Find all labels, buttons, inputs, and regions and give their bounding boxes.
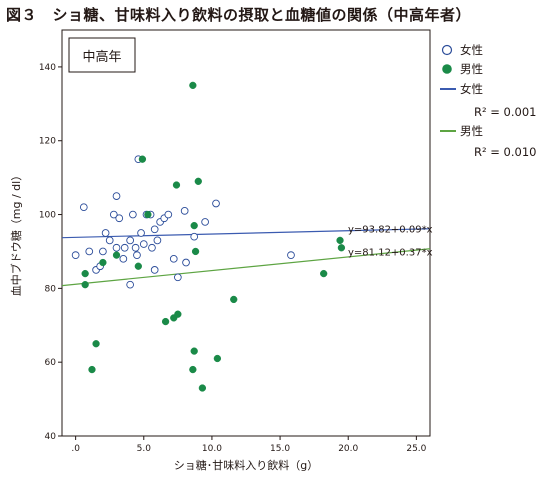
x-axis-label: ショ糖･甘味料入り飲料（g）: [174, 458, 318, 472]
female-point: [133, 251, 141, 259]
legend-marker-male: [442, 64, 452, 74]
legend-r2-male: R² = 0.010: [474, 145, 536, 159]
y-tick-label: 140: [39, 63, 56, 73]
female-point: [150, 225, 159, 234]
female-point: [148, 243, 156, 252]
fit-equation-male: y=81.12+0.37*x: [348, 248, 433, 259]
female-point: [112, 243, 121, 252]
female-point: [190, 232, 199, 241]
male-point: [81, 269, 89, 278]
male-point: [336, 236, 344, 245]
male-point: [190, 221, 198, 230]
group-label: 中高年: [82, 49, 121, 65]
female-point: [182, 258, 190, 267]
female-point: [112, 192, 121, 200]
legend-fit-label-male: 男性: [460, 124, 483, 138]
male-point: [161, 317, 170, 326]
y-tick-label: 40: [45, 432, 57, 442]
legend-marker-female: [441, 44, 453, 56]
female-point: [169, 254, 178, 263]
female-point: [79, 203, 88, 212]
male-point: [194, 177, 202, 185]
female-point: [101, 229, 110, 237]
female-point: [109, 210, 118, 219]
female-point: [71, 251, 80, 259]
female-point: [164, 210, 173, 219]
female-point: [212, 199, 220, 208]
male-point: [191, 247, 200, 256]
male-point: [189, 365, 197, 374]
female-point: [85, 247, 94, 256]
y-axis-label: 血中ブドウ糖（mg / dl）: [9, 170, 23, 296]
legend-label-male: 男性: [460, 62, 483, 76]
female-point: [126, 236, 134, 245]
y-tick-label: 100: [39, 211, 56, 221]
male-point: [198, 384, 207, 392]
female-point: [119, 254, 128, 263]
male-point: [99, 258, 107, 267]
fit-line-male: [61, 248, 431, 287]
female-point: [201, 218, 209, 226]
x-tick-label: 5.0: [137, 444, 152, 454]
female-point: [120, 243, 129, 252]
male-point: [138, 155, 147, 163]
fit-line-female: [61, 228, 431, 239]
female-point: [180, 207, 189, 215]
female-point: [129, 210, 137, 219]
female-point: [139, 240, 148, 248]
female-point: [137, 229, 145, 237]
male-point: [172, 181, 181, 189]
x-tick-label: 25.0: [406, 444, 426, 454]
y-tick-label: 120: [39, 137, 56, 147]
male-point: [112, 251, 121, 259]
plot-frame: [61, 29, 431, 437]
male-point: [230, 295, 238, 304]
legend-label-female: 女性: [460, 43, 483, 57]
legend-r2-female: R² = 0.001: [474, 105, 536, 119]
female-point: [153, 236, 162, 245]
male-point: [92, 340, 100, 348]
x-tick-label: 20.0: [338, 444, 358, 454]
male-point: [81, 281, 89, 289]
x-tick-label: 15.0: [270, 444, 290, 454]
male-point: [174, 310, 182, 318]
x-tick-label: 10.0: [202, 444, 222, 454]
y-tick-label: 80: [45, 284, 57, 294]
male-point: [189, 81, 197, 90]
female-point: [105, 236, 114, 245]
female-point: [99, 247, 107, 256]
fit-equation-female: y=93.82+0.09*x: [348, 225, 433, 236]
male-point: [144, 210, 152, 219]
x-tick-label: .0: [71, 444, 80, 454]
figure-title: 図３ ショ糖、甘味料入り飲料の摂取と血糖値の関係（中高年者）: [6, 6, 472, 24]
legend-fit-label-female: 女性: [460, 82, 483, 96]
female-point: [287, 251, 295, 259]
male-point: [337, 244, 346, 252]
male-point: [320, 269, 328, 278]
male-point: [134, 262, 142, 270]
female-point: [174, 273, 182, 282]
male-point: [213, 354, 222, 363]
group-label-box: [68, 37, 136, 73]
male-point: [190, 347, 198, 355]
female-point: [131, 243, 140, 252]
male-point: [88, 365, 96, 374]
female-point: [150, 266, 159, 274]
y-tick-label: 60: [45, 358, 57, 368]
female-point: [115, 214, 124, 223]
female-point: [126, 280, 134, 289]
